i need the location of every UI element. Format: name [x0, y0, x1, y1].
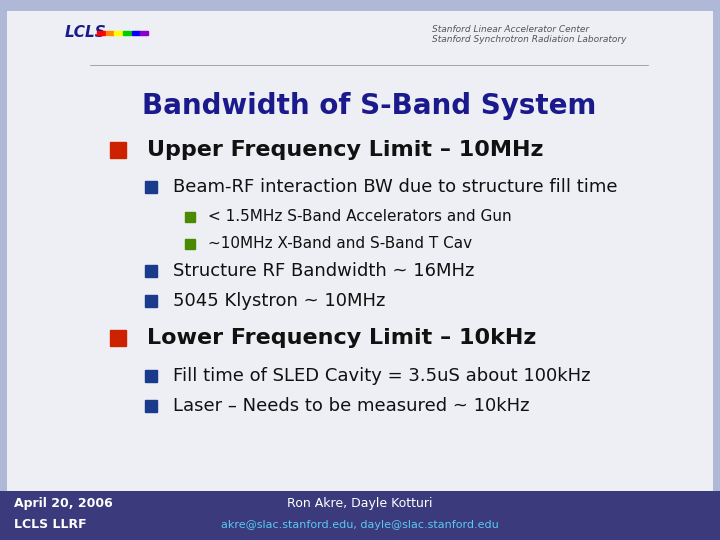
Text: Bandwidth of S-Band System: Bandwidth of S-Band System — [142, 92, 596, 120]
Text: Ron Akre, Dayle Kotturi: Ron Akre, Dayle Kotturi — [287, 497, 433, 510]
Text: April 20, 2006: April 20, 2006 — [14, 497, 113, 510]
Text: Stanford Synchrotron Radiation Laboratory: Stanford Synchrotron Radiation Laborator… — [432, 36, 626, 44]
Text: Upper Frequency Limit – 10MHz: Upper Frequency Limit – 10MHz — [147, 140, 544, 160]
Text: Lower Frequency Limit – 10kHz: Lower Frequency Limit – 10kHz — [147, 328, 536, 348]
Text: Fill time of SLED Cavity = 3.5uS about 100kHz: Fill time of SLED Cavity = 3.5uS about 1… — [173, 367, 590, 385]
Text: 5045 Klystron ~ 10MHz: 5045 Klystron ~ 10MHz — [173, 292, 385, 309]
Text: ~10MHz X-Band and S-Band T Cav: ~10MHz X-Band and S-Band T Cav — [208, 236, 472, 251]
Text: LCLS: LCLS — [65, 25, 107, 40]
Text: akre@slac.stanford.edu, dayle@slac.stanford.edu: akre@slac.stanford.edu, dayle@slac.stanf… — [221, 520, 499, 530]
Text: Laser – Needs to be measured ~ 10kHz: Laser – Needs to be measured ~ 10kHz — [173, 397, 529, 415]
Text: Stanford Linear Accelerator Center: Stanford Linear Accelerator Center — [432, 25, 589, 34]
Text: LCLS LLRF: LCLS LLRF — [14, 518, 87, 531]
Text: < 1.5MHz S-Band Accelerators and Gun: < 1.5MHz S-Band Accelerators and Gun — [208, 209, 512, 224]
Text: Beam-RF interaction BW due to structure fill time: Beam-RF interaction BW due to structure … — [173, 178, 617, 195]
Text: Structure RF Bandwidth ~ 16MHz: Structure RF Bandwidth ~ 16MHz — [173, 261, 474, 280]
